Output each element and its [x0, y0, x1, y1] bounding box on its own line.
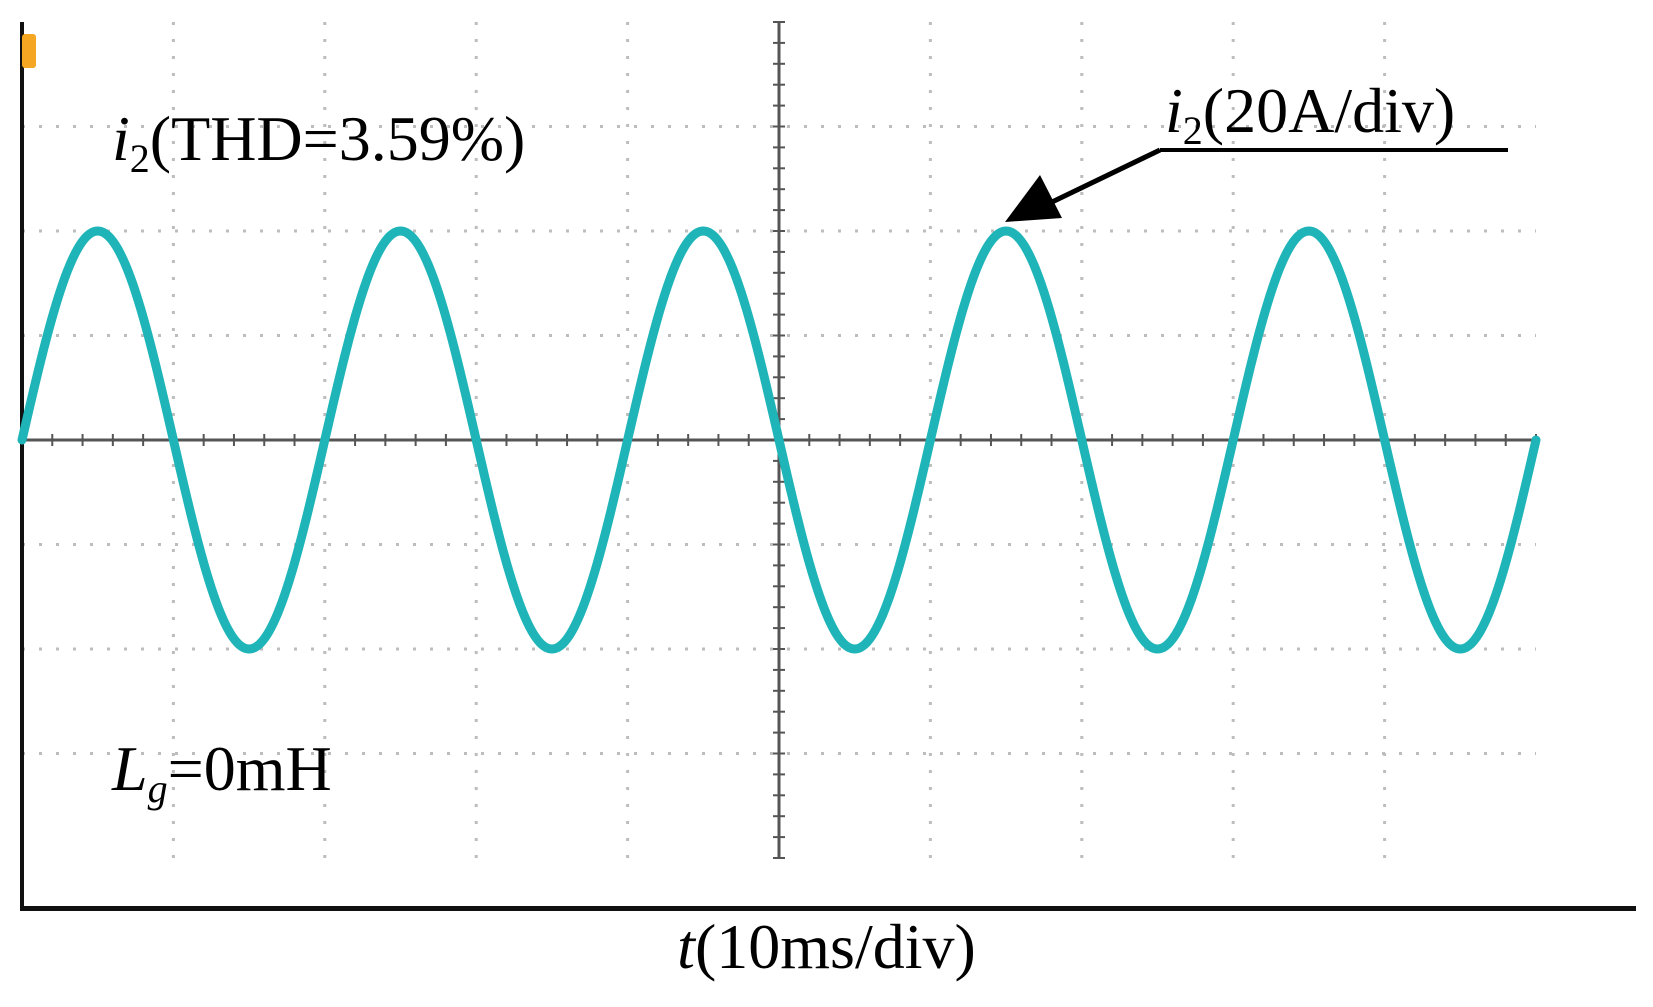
scale-var: i [1165, 75, 1183, 146]
inductance-sub: g [148, 766, 168, 811]
inductance-var: L [111, 733, 148, 804]
x-axis-var: t [677, 911, 695, 982]
thd-text: (THD=3.59%) [150, 103, 526, 174]
scale-sub: 2 [1183, 108, 1203, 153]
plot-frame-bottom [20, 906, 1636, 911]
thd-var: i [112, 103, 130, 174]
trigger-level-marker [22, 34, 36, 68]
thd-annotation: i2(THD=3.59%) [112, 103, 525, 181]
x-axis-unit: (10ms/div) [694, 911, 976, 982]
thd-sub: 2 [130, 136, 150, 181]
scale-arrow-head [1005, 175, 1062, 222]
scale-arrow-shaft [1048, 147, 1162, 206]
scale-annotation: i2(20A/div) [1165, 75, 1455, 153]
scale-text: (20A/div) [1203, 75, 1455, 146]
inductance-annotation: Lg=0mH [111, 733, 332, 811]
plot-frame-left [20, 22, 24, 910]
series-i2-trace [17, 226, 1541, 654]
inductance-text: =0mH [168, 733, 332, 804]
x-axis-label: t(10ms/div) [0, 915, 1653, 979]
